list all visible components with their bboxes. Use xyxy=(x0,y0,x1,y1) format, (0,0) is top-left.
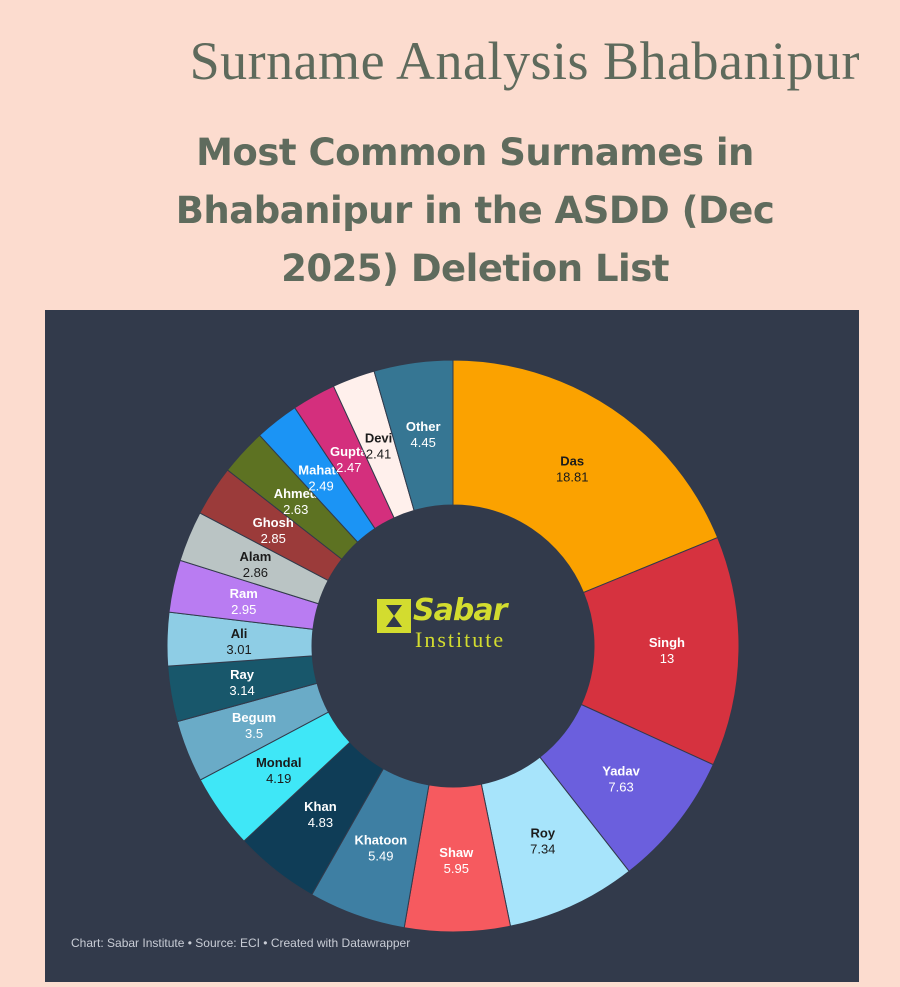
sabar-institute-logo: Sabar Institute xyxy=(371,593,541,663)
page-title: Surname Analysis Bhabanipur xyxy=(189,31,860,91)
slice-label-gupta: Gupta xyxy=(330,444,368,459)
chart-title: Most Common Surnames in Bhabanipur in th… xyxy=(175,131,775,290)
slice-das xyxy=(452,359,719,594)
slice-value-ali: 3.01 xyxy=(226,642,251,657)
logo-wordmark: Sabar xyxy=(413,593,507,628)
slice-value-alam: 2.86 xyxy=(243,565,268,580)
slice-label-mondal: Mondal xyxy=(256,755,302,770)
slice-label-ali: Ali xyxy=(231,626,248,641)
slice-singh xyxy=(580,536,740,766)
slice-value-ray: 3.14 xyxy=(229,683,254,698)
slice-label-ray: Ray xyxy=(230,667,255,682)
slice-label-singh: Singh xyxy=(649,635,685,650)
slice-value-singh: 13 xyxy=(660,651,674,666)
slice-other xyxy=(373,359,454,512)
slice-value-yadav: 7.63 xyxy=(608,779,633,794)
slice-label-khatoon: Khatoon xyxy=(354,832,407,847)
slice-value-roy: 7.34 xyxy=(530,841,555,856)
slice-value-gupta: 2.47 xyxy=(336,460,361,475)
slice-label-das: Das xyxy=(560,453,584,468)
logo-subtitle: Institute xyxy=(415,627,506,652)
slice-label-yadav: Yadav xyxy=(602,763,640,778)
slice-label-khan: Khan xyxy=(304,799,337,814)
slice-value-khan: 4.83 xyxy=(308,815,333,830)
slice-label-roy: Roy xyxy=(530,825,555,840)
slice-label-devi: Devi xyxy=(365,430,392,445)
hourglass-icon xyxy=(377,599,411,633)
slice-label-begum: Begum xyxy=(232,710,276,725)
slice-value-shaw: 5.95 xyxy=(444,861,469,876)
slice-label-ghosh: Ghosh xyxy=(253,515,294,530)
slice-label-alam: Alam xyxy=(239,549,271,564)
slice-value-mahato: 2.49 xyxy=(308,479,333,494)
slice-label-mahato: Mahato xyxy=(298,463,344,478)
slice-label-ram: Ram xyxy=(230,586,258,601)
slice-value-mondal: 4.19 xyxy=(266,771,291,786)
slice-value-ram: 2.95 xyxy=(231,602,256,617)
slice-value-das: 18.81 xyxy=(556,469,589,484)
slice-value-begum: 3.5 xyxy=(245,726,263,741)
chart-panel: Das 18.81 Singh 13 Yadav 7.63 Roy 7.34 Shaw 5.95 K… xyxy=(45,310,859,982)
slice-label-other: Other xyxy=(406,419,441,434)
chart-footer: Chart: Sabar Institute • Source: ECI • C… xyxy=(71,936,411,950)
slice-value-khatoon: 5.49 xyxy=(368,848,393,863)
slice-value-devi: 2.41 xyxy=(366,446,391,461)
slice-label-shaw: Shaw xyxy=(439,845,474,860)
slice-value-other: 4.45 xyxy=(411,435,436,450)
slice-value-ahmed: 2.63 xyxy=(283,502,308,517)
slice-label-ahmed: Ahmed xyxy=(274,486,318,501)
slice-value-ghosh: 2.85 xyxy=(261,531,286,546)
